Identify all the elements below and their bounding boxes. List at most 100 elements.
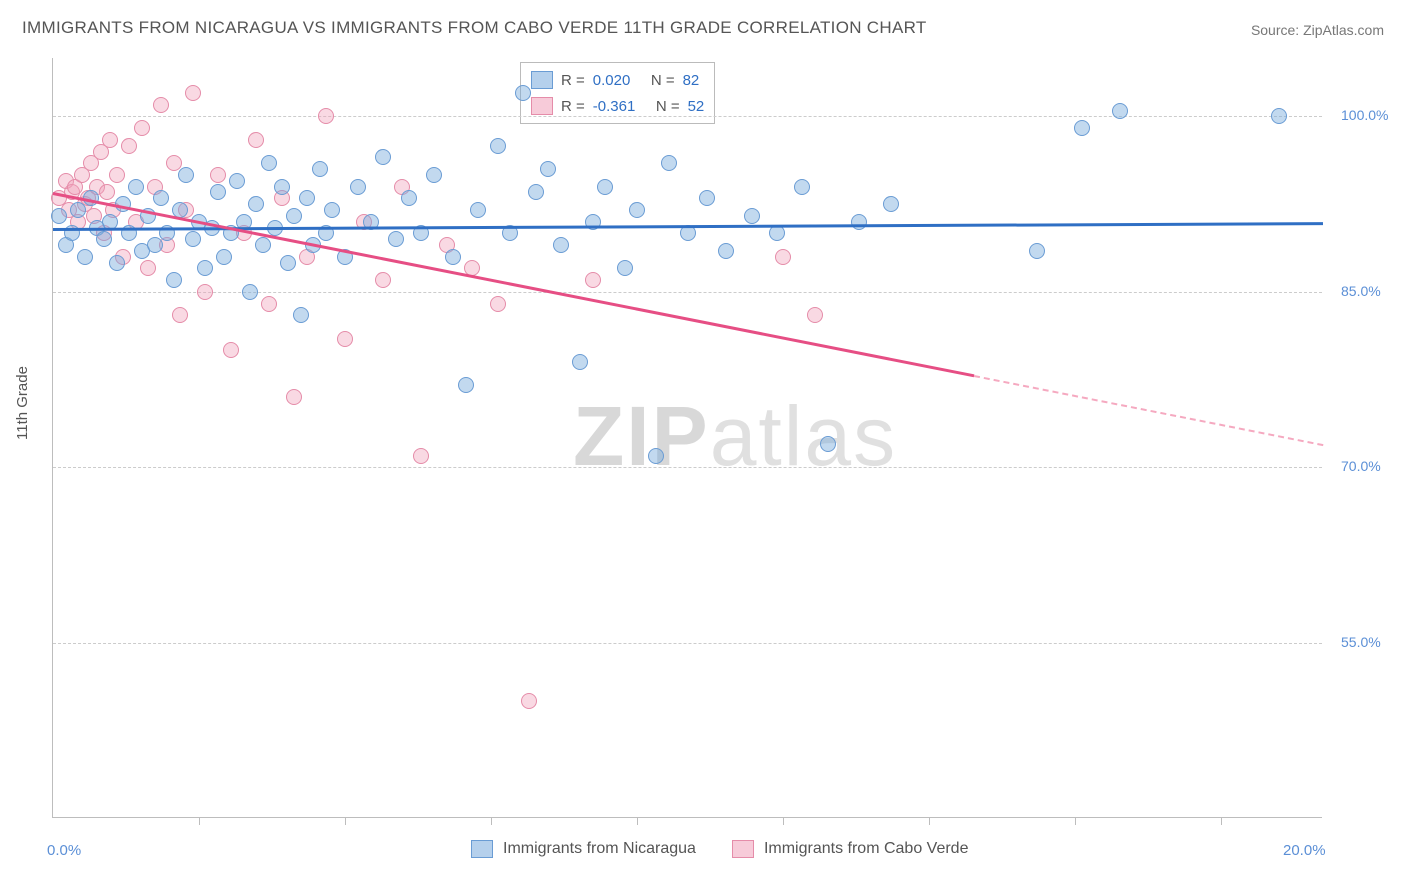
data-point — [388, 231, 404, 247]
legend-swatch — [732, 840, 754, 858]
data-point — [318, 108, 334, 124]
legend-r-value: 0.020 — [593, 72, 631, 89]
data-point — [185, 231, 201, 247]
data-point — [248, 132, 264, 148]
series-legend: Immigrants from Nicaragua Immigrants from… — [471, 840, 968, 858]
data-point — [699, 190, 715, 206]
data-point — [540, 161, 556, 177]
y-axis-title: 11th Grade — [14, 366, 31, 440]
source-attribution: Source: ZipAtlas.com — [1251, 22, 1384, 38]
data-point — [648, 448, 664, 464]
data-point — [229, 173, 245, 189]
data-point — [718, 243, 734, 259]
data-point — [324, 202, 340, 218]
y-tick-label: 70.0% — [1341, 458, 1381, 474]
watermark-bold: ZIP — [573, 389, 710, 483]
data-point — [134, 120, 150, 136]
data-point — [109, 255, 125, 271]
data-point — [51, 208, 67, 224]
data-point — [744, 208, 760, 224]
data-point — [883, 196, 899, 212]
data-point — [210, 167, 226, 183]
data-point — [274, 179, 290, 195]
data-point — [458, 377, 474, 393]
series-legend-item: Immigrants from Nicaragua — [471, 840, 696, 858]
data-point — [293, 307, 309, 323]
data-point — [521, 693, 537, 709]
legend-n-value: 52 — [688, 98, 705, 115]
data-point — [490, 138, 506, 154]
data-point — [223, 342, 239, 358]
data-point — [255, 237, 271, 253]
correlation-legend: R = 0.020 N = 82R = -0.361 N = 52 — [520, 62, 715, 124]
legend-row: R = -0.361 N = 52 — [531, 93, 704, 119]
legend-swatch — [531, 71, 553, 89]
data-point — [99, 184, 115, 200]
data-point — [426, 167, 442, 183]
data-point — [1029, 243, 1045, 259]
data-point — [1271, 108, 1287, 124]
data-point — [128, 179, 144, 195]
data-point — [617, 260, 633, 276]
x-tick-label: 0.0% — [47, 842, 81, 859]
chart-title: IMMIGRANTS FROM NICARAGUA VS IMMIGRANTS … — [22, 18, 927, 38]
data-point — [553, 237, 569, 253]
series-name: Immigrants from Cabo Verde — [764, 840, 969, 858]
data-point — [197, 260, 213, 276]
x-tick — [491, 817, 492, 825]
data-point — [312, 161, 328, 177]
data-point — [775, 249, 791, 265]
x-tick — [345, 817, 346, 825]
data-point — [585, 272, 601, 288]
data-point — [401, 190, 417, 206]
data-point — [261, 296, 277, 312]
gridline — [53, 116, 1322, 117]
gridline — [53, 643, 1322, 644]
data-point — [528, 184, 544, 200]
legend-row: R = 0.020 N = 82 — [531, 67, 704, 93]
data-point — [280, 255, 296, 271]
x-tick — [199, 817, 200, 825]
data-point — [572, 354, 588, 370]
y-tick-label: 55.0% — [1341, 634, 1381, 650]
data-point — [1074, 120, 1090, 136]
data-point — [185, 85, 201, 101]
series-name: Immigrants from Nicaragua — [503, 840, 696, 858]
data-point — [445, 249, 461, 265]
data-point — [375, 149, 391, 165]
data-point — [769, 225, 785, 241]
legend-swatch — [531, 97, 553, 115]
data-point — [661, 155, 677, 171]
data-point — [286, 208, 302, 224]
data-point — [96, 231, 112, 247]
x-tick — [783, 817, 784, 825]
legend-n-label: N = — [643, 98, 679, 115]
x-tick — [1075, 817, 1076, 825]
data-point — [178, 167, 194, 183]
data-point — [515, 85, 531, 101]
gridline — [53, 467, 1322, 468]
watermark-light: atlas — [710, 389, 897, 483]
data-point — [350, 179, 366, 195]
data-point — [680, 225, 696, 241]
legend-r-value: -0.361 — [593, 98, 636, 115]
data-point — [1112, 103, 1128, 119]
data-point — [261, 155, 277, 171]
x-tick — [637, 817, 638, 825]
data-point — [629, 202, 645, 218]
data-point — [413, 448, 429, 464]
trend-line — [53, 192, 974, 377]
data-point — [337, 331, 353, 347]
x-tick-label: 20.0% — [1283, 842, 1326, 859]
data-point — [121, 138, 137, 154]
trend-line — [974, 375, 1324, 446]
legend-r-label: R = — [561, 72, 585, 89]
x-tick — [1221, 817, 1222, 825]
legend-r-label: R = — [561, 98, 585, 115]
data-point — [153, 97, 169, 113]
data-point — [299, 190, 315, 206]
data-point — [216, 249, 232, 265]
data-point — [70, 202, 86, 218]
data-point — [172, 307, 188, 323]
data-point — [109, 167, 125, 183]
